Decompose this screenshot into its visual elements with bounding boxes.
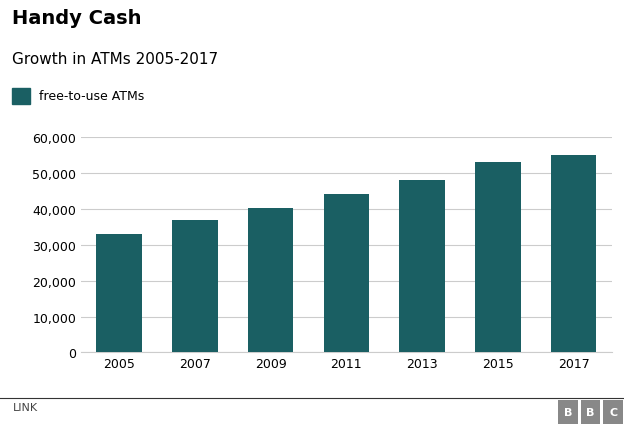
Bar	[551, 156, 597, 353]
Text: B: B	[587, 407, 595, 417]
Bar	[324, 195, 369, 353]
Bar	[96, 234, 142, 353]
Text: free-to-use ATMs: free-to-use ATMs	[39, 90, 145, 103]
Text: C: C	[609, 407, 617, 417]
Text: B: B	[564, 407, 572, 417]
Bar	[248, 209, 293, 353]
Text: Growth in ATMs 2005-2017: Growth in ATMs 2005-2017	[12, 52, 218, 67]
Text: Handy Cash: Handy Cash	[12, 9, 142, 28]
Bar	[399, 181, 445, 353]
Text: LINK: LINK	[12, 402, 37, 412]
Bar	[172, 220, 218, 353]
Bar	[475, 163, 520, 353]
